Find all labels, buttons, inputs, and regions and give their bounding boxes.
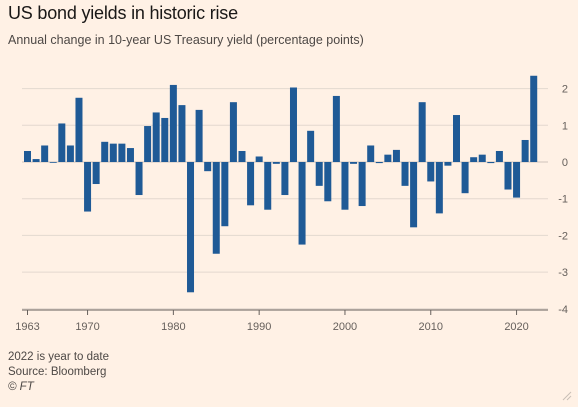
bar xyxy=(135,162,143,196)
bar xyxy=(298,162,306,245)
bar xyxy=(169,84,177,162)
bar xyxy=(341,162,349,210)
bar xyxy=(255,156,263,162)
x-tick-label: 1970 xyxy=(75,321,99,333)
bar xyxy=(109,143,117,162)
bar xyxy=(264,162,272,210)
bar xyxy=(289,87,297,162)
bar xyxy=(24,150,31,162)
bar xyxy=(238,150,246,162)
bar xyxy=(212,162,220,254)
footnote: 2022 is year to date xyxy=(8,351,110,363)
bar xyxy=(161,117,169,162)
x-tick-label: 1963 xyxy=(15,321,39,333)
bar xyxy=(118,143,126,162)
bar xyxy=(375,162,383,164)
bar xyxy=(229,102,237,162)
chart-title: US bond yields in historic rise xyxy=(8,3,238,23)
bar xyxy=(178,105,186,162)
source-note: Source: Bloomberg xyxy=(8,366,107,378)
bar xyxy=(187,162,195,293)
bar xyxy=(367,145,375,162)
bar xyxy=(435,162,443,214)
bar xyxy=(324,162,332,202)
bar xyxy=(410,162,418,228)
bar xyxy=(84,162,92,212)
bar xyxy=(272,162,280,164)
y-tick-label: 1 xyxy=(562,120,568,132)
bar xyxy=(392,149,400,162)
bar xyxy=(126,148,134,162)
resize-grip-icon xyxy=(562,391,572,401)
y-tick-label: -4 xyxy=(558,304,568,316)
bar xyxy=(332,95,340,162)
y-tick-label: -3 xyxy=(558,267,568,279)
bar xyxy=(504,162,512,190)
x-tick-label: 2000 xyxy=(333,321,357,333)
bar xyxy=(195,109,203,162)
bar xyxy=(478,154,486,162)
x-tick-label: 2020 xyxy=(504,321,528,333)
bar xyxy=(41,145,49,162)
bar xyxy=(401,162,409,186)
bar xyxy=(152,112,160,162)
bar xyxy=(521,139,529,162)
bar xyxy=(487,162,495,164)
bar xyxy=(418,102,426,162)
bar xyxy=(247,162,255,206)
bar xyxy=(427,162,435,182)
bar xyxy=(281,162,289,196)
bar xyxy=(495,150,503,162)
chart-subtitle: Annual change in 10-year US Treasury yie… xyxy=(8,33,364,47)
bar xyxy=(358,162,366,207)
bar xyxy=(92,162,100,185)
y-tick-label: -1 xyxy=(558,194,568,206)
bar xyxy=(101,141,109,162)
y-tick-label: -2 xyxy=(558,230,568,242)
x-tick-label: 2010 xyxy=(419,321,443,333)
y-tick-label: 0 xyxy=(562,157,568,169)
x-tick-label: 1990 xyxy=(247,321,271,333)
bar xyxy=(221,162,229,227)
bar xyxy=(204,162,212,172)
bar xyxy=(513,162,521,198)
bar xyxy=(75,97,83,162)
bar xyxy=(470,157,478,162)
bar xyxy=(384,154,392,162)
bar xyxy=(453,115,460,162)
bar xyxy=(66,145,74,162)
bar xyxy=(530,75,538,162)
y-tick-label: 2 xyxy=(562,84,568,96)
bar xyxy=(461,162,469,194)
bar xyxy=(315,162,323,186)
bar xyxy=(307,130,315,162)
bar xyxy=(49,162,57,163)
credit: © FT xyxy=(8,381,34,393)
bar xyxy=(444,162,452,166)
bar xyxy=(350,162,358,164)
bar xyxy=(144,126,152,162)
x-tick-label: 1980 xyxy=(161,321,185,333)
bar xyxy=(32,159,40,162)
bar xyxy=(58,123,66,162)
